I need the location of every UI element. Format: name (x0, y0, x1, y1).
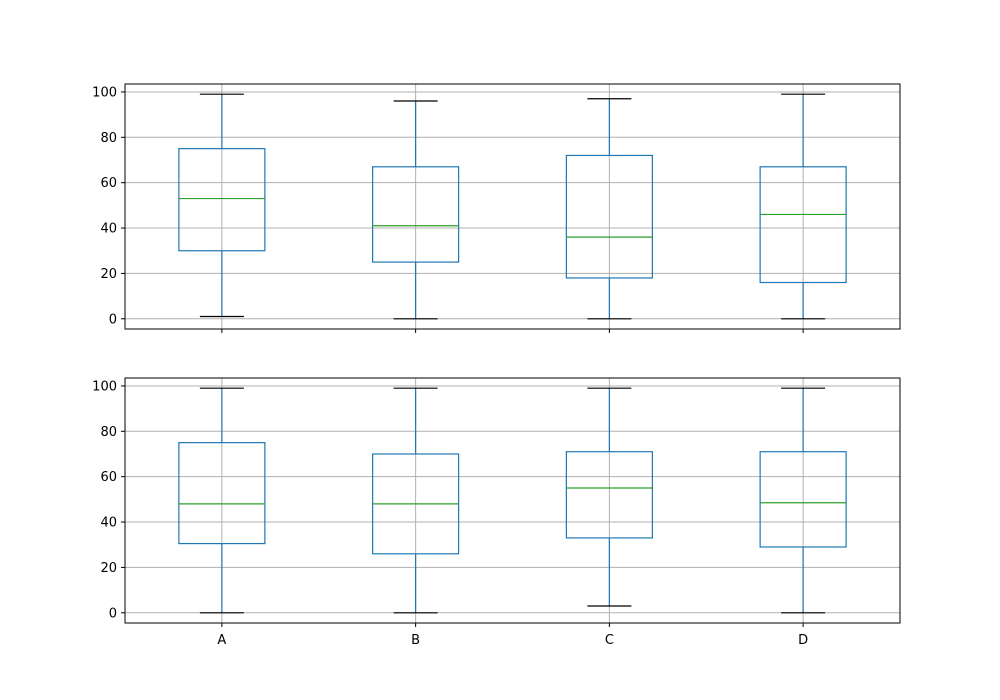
y-tick-label: 80 (100, 425, 117, 440)
y-tick-label: 20 (100, 561, 117, 576)
subplot-2: 0 20 40 60 80 100 A B C D (92, 377, 901, 648)
box-B (372, 387, 460, 614)
x-tick-label: D (798, 633, 808, 648)
axes-frame (124, 83, 901, 330)
x-tick-label: B (411, 633, 420, 648)
iqr-box (178, 442, 266, 545)
iqr-box (178, 148, 266, 252)
subplot-1: 0 20 40 60 80 100 (92, 83, 901, 333)
y-tick-label: 100 (92, 379, 117, 394)
box-C (565, 98, 653, 320)
y-tick-label: 20 (100, 267, 117, 282)
box-C (565, 387, 653, 607)
box-D (759, 93, 847, 320)
x-tick-label: A (217, 633, 226, 648)
y-tick-label: 40 (100, 222, 117, 237)
y-tick-label: 0 (109, 606, 117, 621)
iqr-box (372, 166, 460, 263)
y-tick-label: 0 (109, 312, 117, 327)
y-tick-label: 80 (100, 131, 117, 146)
box-B (372, 100, 460, 320)
y-tick-label: 60 (100, 470, 117, 485)
box-A (178, 93, 266, 318)
iqr-box (565, 154, 653, 279)
y-tick-label: 100 (92, 85, 117, 100)
iqr-box (759, 166, 847, 284)
x-tick-label: C (605, 633, 614, 648)
iqr-box (759, 451, 847, 548)
axes-frame (124, 377, 901, 624)
y-tick-label: 40 (100, 516, 117, 531)
box-A (178, 387, 266, 614)
iqr-box (565, 451, 653, 539)
box-D (759, 387, 847, 614)
y-tick-label: 60 (100, 176, 117, 191)
